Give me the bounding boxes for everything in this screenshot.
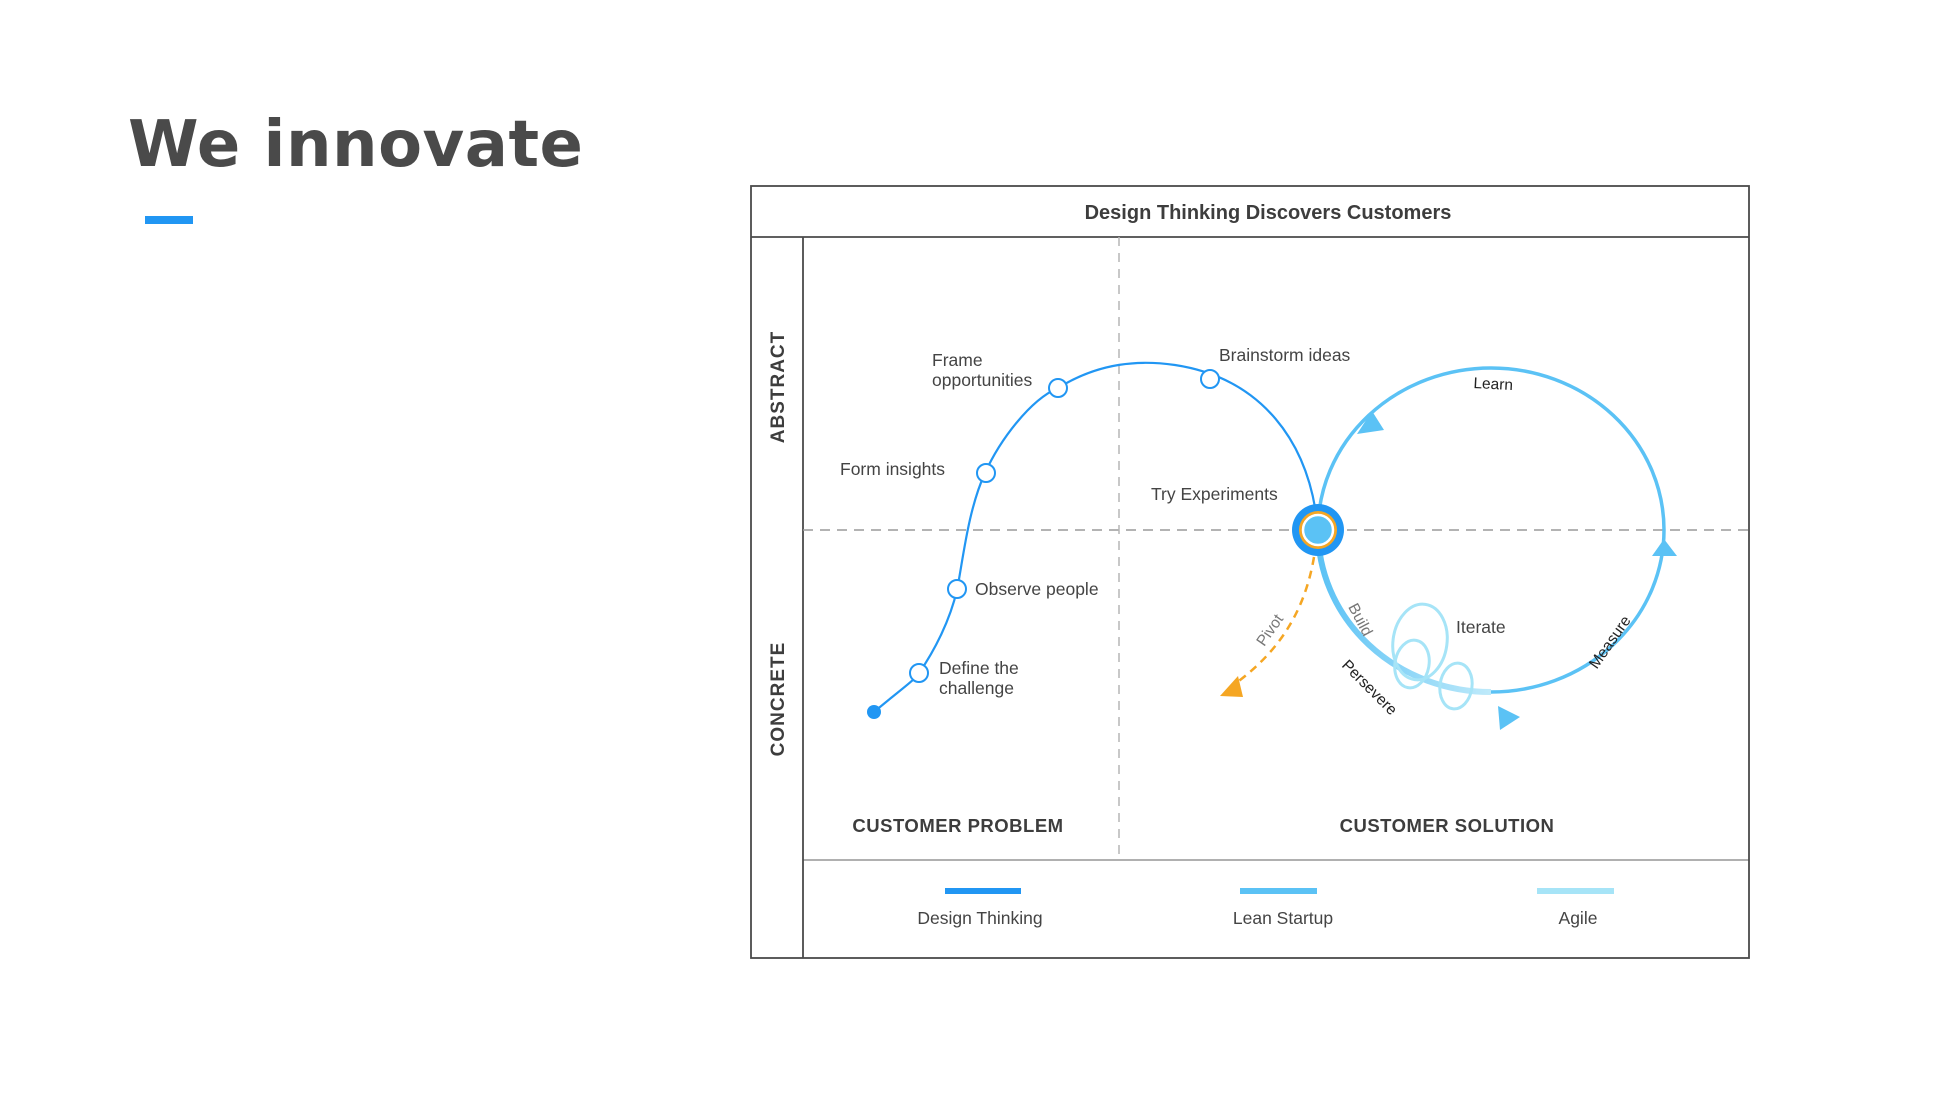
axis-label-concrete: CONCRETE	[768, 642, 789, 757]
axis-label-abstract: ABSTRACT	[768, 331, 789, 444]
loop-arrow-learn	[1357, 411, 1384, 434]
legend-label-design-thinking: Design Thinking	[917, 908, 1042, 928]
legend: Design Thinking Lean Startup Agile	[917, 888, 1614, 928]
label-observe: Observe people	[975, 579, 1099, 599]
label-define-line1: Define the	[939, 658, 1019, 678]
diagram-header: Design Thinking Discovers Customers	[1085, 202, 1452, 224]
loop-label-iterate: Iterate	[1456, 617, 1506, 637]
title-accent-bar	[145, 216, 193, 224]
loop-label-learn: Learn	[1473, 375, 1513, 394]
label-frame-line2: opportunities	[932, 370, 1032, 390]
loop-label-persevere: Persevere	[1338, 657, 1400, 719]
loop-arrow-measure	[1652, 539, 1677, 556]
loop-label-pivot: Pivot	[1253, 611, 1287, 650]
step-marker-brainstorm	[1200, 369, 1220, 389]
loop-arrow-build	[1498, 706, 1520, 730]
label-insights: Form insights	[840, 459, 945, 479]
page-title: We innovate	[128, 108, 584, 182]
start-point-marker	[867, 705, 881, 719]
pivot-arrow	[1220, 676, 1243, 697]
label-experiments: Try Experiments	[1151, 484, 1278, 504]
design-thinking-curve	[873, 361, 1320, 713]
loop-label-measure: Measure	[1586, 613, 1635, 672]
step-marker-frame	[1048, 378, 1068, 398]
label-brainstorm: Brainstorm ideas	[1219, 345, 1351, 365]
label-define-line2: challenge	[939, 678, 1014, 698]
pivot-path	[1231, 556, 1316, 688]
agile-iterate-swirls	[1391, 602, 1474, 711]
step-marker-define	[909, 663, 929, 683]
diagram-frame	[750, 185, 1750, 959]
legend-label-agile: Agile	[1559, 908, 1598, 928]
step-marker-observe	[947, 579, 967, 599]
experiments-junction-node	[1292, 504, 1344, 556]
quadrant-label-customer-solution: CUSTOMER SOLUTION	[1340, 815, 1555, 836]
step-marker-insights	[976, 463, 996, 483]
quadrant-dividers	[803, 237, 1749, 860]
legend-label-lean-startup: Lean Startup	[1233, 908, 1333, 928]
lean-startup-loop	[1315, 366, 1666, 695]
label-frame-line1: Frame	[932, 350, 983, 370]
quadrant-label-customer-problem: CUSTOMER PROBLEM	[852, 815, 1063, 836]
